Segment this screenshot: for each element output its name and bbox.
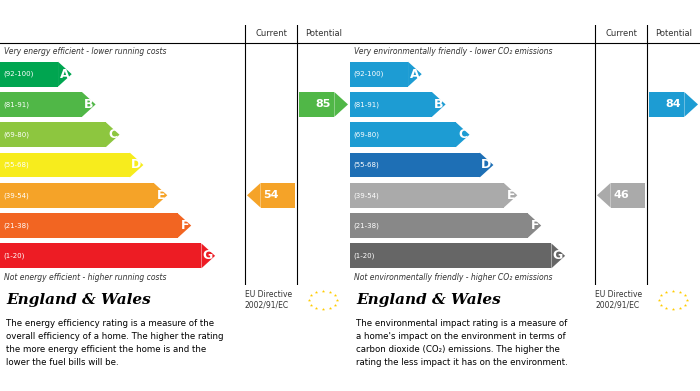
Bar xyxy=(350,152,480,178)
Text: (55-68): (55-68) xyxy=(3,162,29,168)
Polygon shape xyxy=(82,92,96,117)
Polygon shape xyxy=(456,122,470,147)
Text: 85: 85 xyxy=(316,99,331,109)
Bar xyxy=(0,92,82,117)
Text: Current: Current xyxy=(605,29,637,38)
Text: EU Directive
2002/91/EC: EU Directive 2002/91/EC xyxy=(245,290,292,310)
Polygon shape xyxy=(106,122,120,147)
Text: (1-20): (1-20) xyxy=(3,253,25,259)
Polygon shape xyxy=(202,244,215,268)
Text: C: C xyxy=(458,128,468,141)
Text: (81-91): (81-91) xyxy=(353,101,379,108)
Polygon shape xyxy=(597,183,610,208)
Bar xyxy=(0,62,58,86)
Text: EU Directive
2002/91/EC: EU Directive 2002/91/EC xyxy=(595,290,642,310)
Text: 2: 2 xyxy=(540,12,547,21)
Bar xyxy=(350,244,552,268)
Text: (1-20): (1-20) xyxy=(353,253,375,259)
Polygon shape xyxy=(130,152,144,178)
Text: Potential: Potential xyxy=(655,29,692,38)
Bar xyxy=(350,183,503,208)
Text: D: D xyxy=(481,158,491,172)
Text: (21-38): (21-38) xyxy=(3,222,29,229)
Bar xyxy=(299,92,335,117)
Bar xyxy=(350,122,456,147)
Bar xyxy=(0,122,106,147)
Bar xyxy=(649,92,685,117)
Polygon shape xyxy=(335,92,348,117)
Polygon shape xyxy=(480,152,494,178)
Text: (39-54): (39-54) xyxy=(353,192,379,199)
Text: (69-80): (69-80) xyxy=(3,131,29,138)
Text: The energy efficiency rating is a measure of the
overall efficiency of a home. T: The energy efficiency rating is a measur… xyxy=(6,319,223,366)
Text: G: G xyxy=(553,249,563,262)
Text: A: A xyxy=(410,68,420,81)
Text: (55-68): (55-68) xyxy=(353,162,379,168)
Bar xyxy=(350,92,432,117)
Text: 84: 84 xyxy=(666,99,681,109)
Polygon shape xyxy=(503,183,517,208)
Text: (92-100): (92-100) xyxy=(3,71,34,77)
Text: F: F xyxy=(181,219,189,232)
Text: Current: Current xyxy=(255,29,287,38)
Bar xyxy=(0,152,130,178)
Bar xyxy=(350,62,408,86)
Bar xyxy=(260,183,295,208)
Polygon shape xyxy=(247,183,260,208)
Text: (69-80): (69-80) xyxy=(353,131,379,138)
Polygon shape xyxy=(552,244,565,268)
Text: 54: 54 xyxy=(263,190,279,200)
Polygon shape xyxy=(58,62,71,86)
Text: E: E xyxy=(157,189,165,202)
Text: (39-54): (39-54) xyxy=(3,192,29,199)
Text: The environmental impact rating is a measure of
a home's impact on the environme: The environmental impact rating is a mea… xyxy=(356,319,568,366)
Polygon shape xyxy=(408,62,421,86)
Text: England & Wales: England & Wales xyxy=(6,293,150,307)
Bar xyxy=(0,183,153,208)
Text: ) Rating: ) Rating xyxy=(547,6,600,19)
Polygon shape xyxy=(528,213,541,238)
Text: B: B xyxy=(84,98,94,111)
Text: Energy Efficiency Rating: Energy Efficiency Rating xyxy=(10,6,173,19)
Text: (81-91): (81-91) xyxy=(3,101,29,108)
Text: Potential: Potential xyxy=(305,29,342,38)
Text: Not environmentally friendly - higher CO₂ emissions: Not environmentally friendly - higher CO… xyxy=(354,273,552,283)
Polygon shape xyxy=(153,183,167,208)
Text: D: D xyxy=(131,158,141,172)
Text: (92-100): (92-100) xyxy=(353,71,384,77)
Polygon shape xyxy=(178,213,191,238)
Text: A: A xyxy=(60,68,70,81)
Bar xyxy=(350,213,528,238)
Bar xyxy=(0,244,202,268)
Text: Not energy efficient - higher running costs: Not energy efficient - higher running co… xyxy=(4,273,167,283)
Polygon shape xyxy=(432,92,446,117)
Text: Very environmentally friendly - lower CO₂ emissions: Very environmentally friendly - lower CO… xyxy=(354,47,552,56)
Text: E: E xyxy=(507,189,515,202)
Text: F: F xyxy=(531,219,539,232)
Text: C: C xyxy=(108,128,118,141)
Text: 46: 46 xyxy=(613,190,629,200)
Polygon shape xyxy=(685,92,698,117)
Text: Very energy efficient - lower running costs: Very energy efficient - lower running co… xyxy=(4,47,167,56)
Text: B: B xyxy=(434,98,444,111)
Text: (21-38): (21-38) xyxy=(353,222,379,229)
Text: England & Wales: England & Wales xyxy=(356,293,500,307)
Bar xyxy=(0,213,178,238)
Text: Environmental Impact (CO: Environmental Impact (CO xyxy=(360,6,535,19)
Bar xyxy=(610,183,645,208)
Text: G: G xyxy=(203,249,213,262)
